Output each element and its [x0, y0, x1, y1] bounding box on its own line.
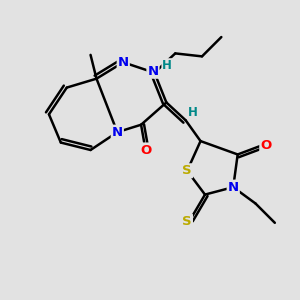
Text: O: O: [260, 139, 272, 152]
Text: N: N: [228, 181, 239, 194]
Text: N: N: [112, 126, 123, 139]
Text: N: N: [147, 65, 158, 78]
Text: S: S: [182, 215, 192, 228]
Text: N: N: [118, 56, 129, 69]
Text: S: S: [182, 164, 192, 177]
Text: O: O: [140, 143, 151, 157]
Text: H: H: [162, 59, 172, 72]
Text: H: H: [188, 106, 198, 119]
